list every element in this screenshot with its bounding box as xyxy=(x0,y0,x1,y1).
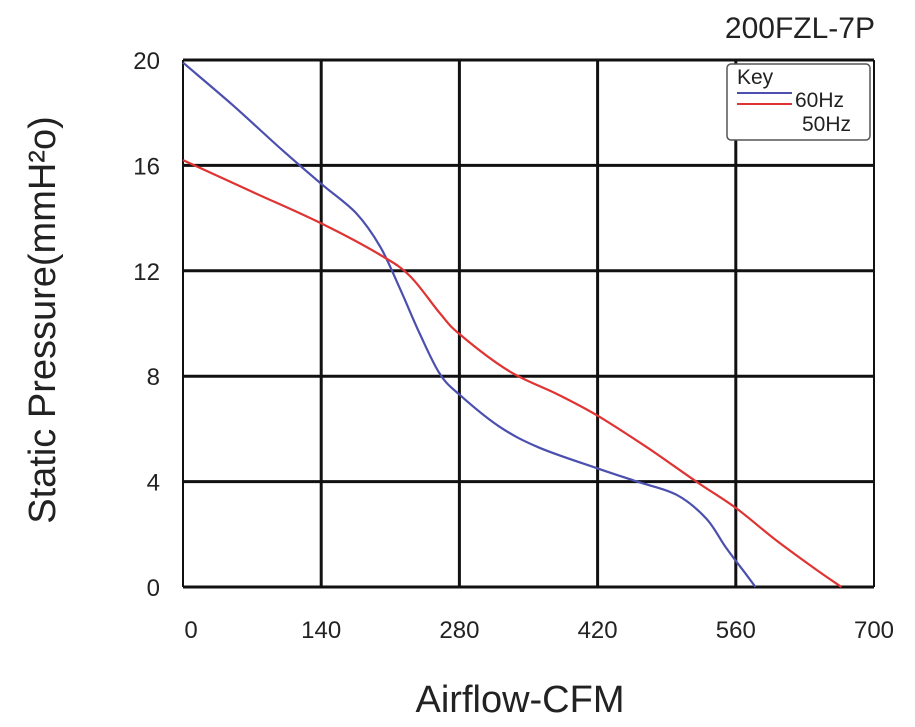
chart-title: 200FZL-7P xyxy=(725,12,875,45)
series-line-50hz xyxy=(182,159,843,588)
legend: Key 60Hz 50Hz xyxy=(726,63,871,141)
x-tick-label: 280 xyxy=(439,617,479,644)
y-tick-label: 0 xyxy=(147,575,160,602)
y-tick-label: 8 xyxy=(147,364,160,391)
x-tick-label: 0 xyxy=(184,617,197,644)
x-axis-label: Airflow-CFM xyxy=(416,679,625,721)
x-tick-label: 700 xyxy=(854,617,894,644)
legend-box xyxy=(726,63,871,141)
y-tick-label: 12 xyxy=(133,259,160,286)
tick-labels: 0 140 280 420 560 700 0 4 8 12 16 20 xyxy=(133,48,894,644)
legend-label-60hz: 60Hz xyxy=(795,89,844,112)
y-tick-label: 20 xyxy=(133,48,160,75)
legend-title: Key xyxy=(737,66,774,89)
y-axis-label: Static Pressure(mmH²o) xyxy=(22,116,64,524)
x-tick-label: 560 xyxy=(716,617,756,644)
x-tick-label: 420 xyxy=(578,617,618,644)
x-tick-label: 140 xyxy=(301,617,341,644)
y-tick-label: 16 xyxy=(133,153,160,180)
series-layer xyxy=(182,61,843,588)
legend-label-50hz: 50Hz xyxy=(802,113,851,136)
y-tick-label: 4 xyxy=(147,470,160,497)
series-line-60hz xyxy=(182,61,757,588)
